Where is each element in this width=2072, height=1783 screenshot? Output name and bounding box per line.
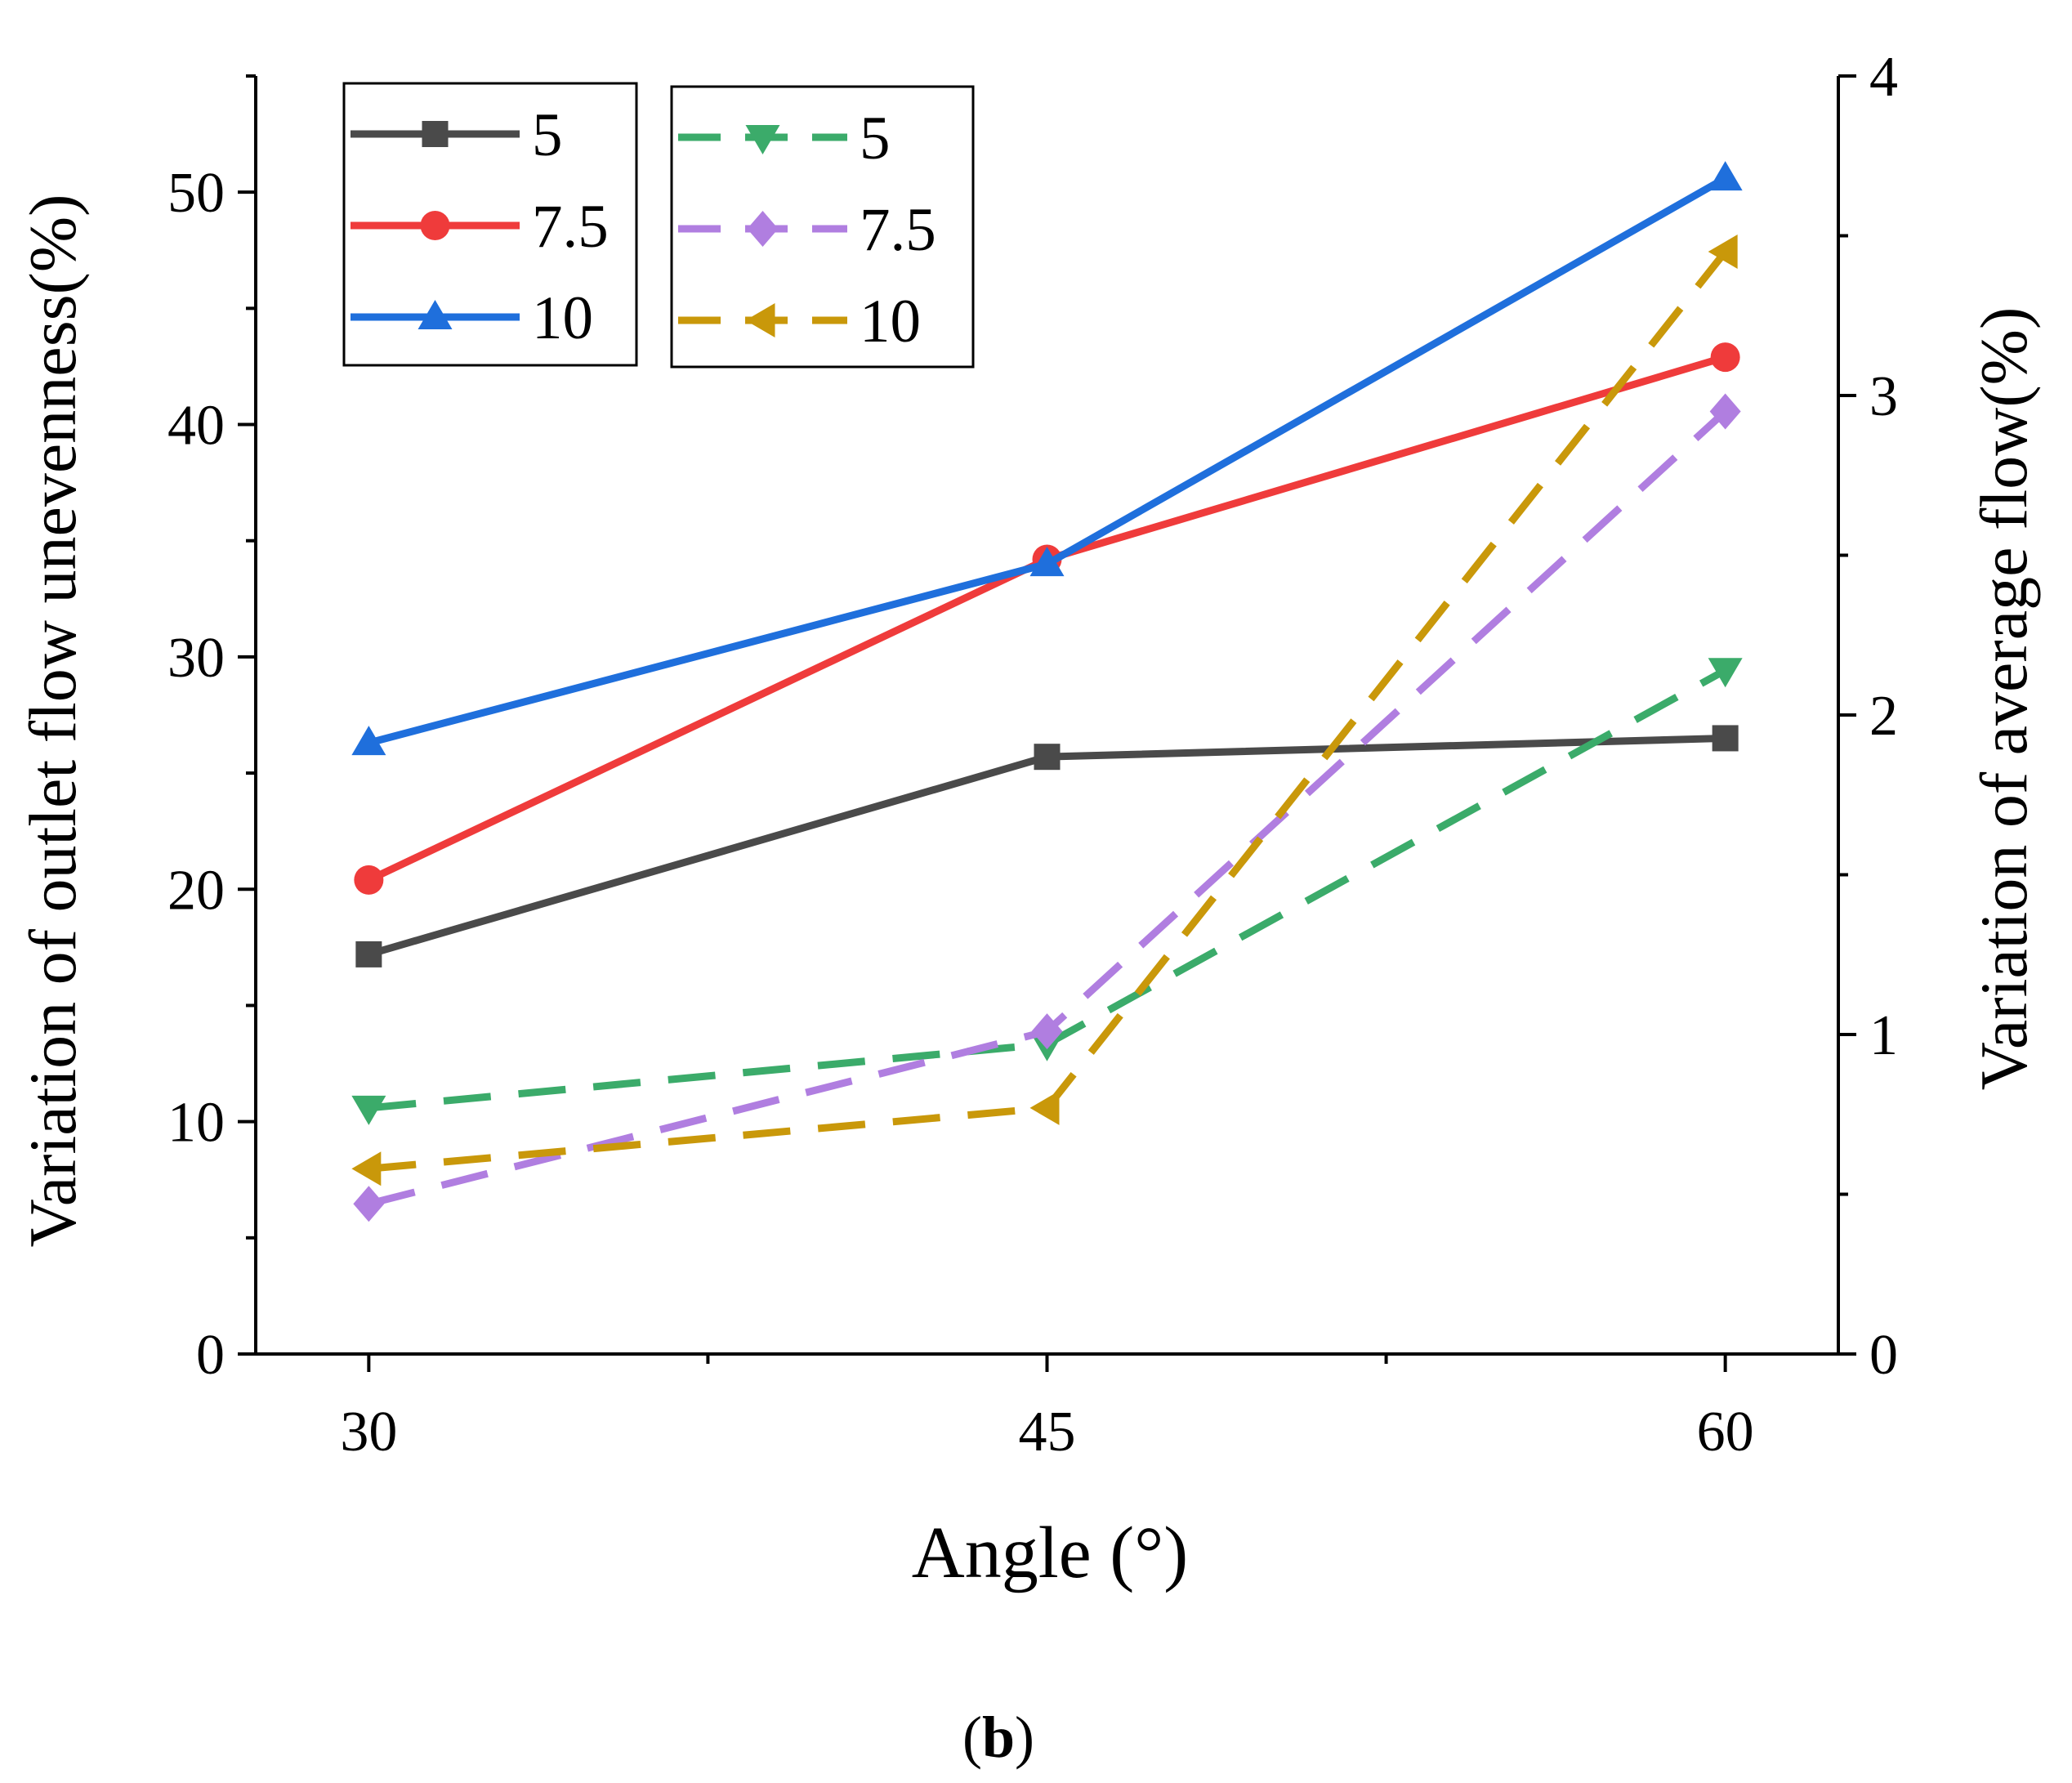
legend-left-axis: 5 7.5 10 xyxy=(342,82,638,367)
series-line xyxy=(367,353,1726,883)
y-tick-label: 40 xyxy=(167,395,225,458)
data-point-marker xyxy=(1708,658,1743,688)
legend-label: 7.5 xyxy=(532,193,609,261)
series-layer xyxy=(351,161,1743,1222)
data-point-marker xyxy=(351,726,386,756)
y-tick-label: 10 xyxy=(167,1092,225,1155)
x-tick-label: 30 xyxy=(340,1401,397,1463)
axes-layer: 0 10 20 30 40 50 0 1 2 3 4 30 45 60 xyxy=(167,46,1898,1463)
legend-marker xyxy=(422,121,449,147)
legend-marker xyxy=(745,125,780,154)
legend-label: 7.5 xyxy=(860,196,936,264)
data-point-marker xyxy=(354,865,384,895)
y-tick-label: 30 xyxy=(167,627,225,690)
data-point-marker xyxy=(1029,547,1065,577)
series-left-7_5 xyxy=(354,342,1740,895)
series-right-5 xyxy=(351,658,1743,1125)
data-point-marker xyxy=(1034,744,1061,771)
legend-label: 10 xyxy=(860,288,921,355)
series-left-10 xyxy=(351,161,1743,756)
data-point-marker xyxy=(1029,1090,1060,1125)
legend-marker xyxy=(747,211,779,247)
data-point-marker xyxy=(351,1151,382,1186)
data-point-marker xyxy=(1708,161,1743,191)
y-axis-title: Variation of outlet flow unevenness(%) xyxy=(16,194,90,1248)
data-point-marker xyxy=(1708,235,1738,270)
y2-tick-label: 2 xyxy=(1869,685,1898,748)
y2-tick-label: 0 xyxy=(1869,1324,1898,1387)
data-point-marker xyxy=(1709,393,1741,430)
legend-marker xyxy=(418,300,453,329)
series-left-5 xyxy=(355,725,1739,967)
data-point-marker xyxy=(351,1095,386,1125)
y2-axis-title: Variation of average flow(%) xyxy=(1967,307,2041,1091)
data-point-marker xyxy=(353,1186,385,1222)
legend-marker xyxy=(420,211,450,240)
caption-letter: b xyxy=(982,1705,1015,1770)
legend-label: 5 xyxy=(532,101,563,169)
legend-label: 5 xyxy=(860,105,891,172)
y-tick-label: 20 xyxy=(167,859,225,922)
x-tick-label: 60 xyxy=(1697,1401,1754,1463)
legend-label: 10 xyxy=(532,284,593,352)
data-point-marker xyxy=(1712,725,1739,752)
y2-tick-label: 3 xyxy=(1869,365,1898,428)
x-tick-label: 45 xyxy=(1019,1401,1076,1463)
series-right-7_5 xyxy=(353,393,1741,1222)
caption-paren-open: ( xyxy=(962,1705,982,1770)
series-line xyxy=(368,409,1728,1208)
y2-tick-label: 4 xyxy=(1869,46,1898,109)
caption-paren-close: ) xyxy=(1015,1705,1034,1770)
series-line xyxy=(368,734,1726,959)
series-right-10 xyxy=(351,235,1738,1186)
x-axis-title: Angle (°) xyxy=(912,1513,1188,1593)
figure-caption: (b) xyxy=(962,1705,1034,1770)
legend-layer: 5 7.5 10 5 7.5 10 xyxy=(342,82,975,369)
data-point-marker xyxy=(1031,1013,1063,1050)
data-point-marker xyxy=(1710,342,1740,373)
legend-right-axis: 5 7.5 10 xyxy=(670,85,975,369)
y-tick-label: 0 xyxy=(196,1324,225,1387)
data-point-marker xyxy=(355,941,382,967)
y2-tick-label: 1 xyxy=(1869,1004,1898,1067)
y-tick-label: 50 xyxy=(167,162,225,225)
legend-marker xyxy=(745,303,775,337)
